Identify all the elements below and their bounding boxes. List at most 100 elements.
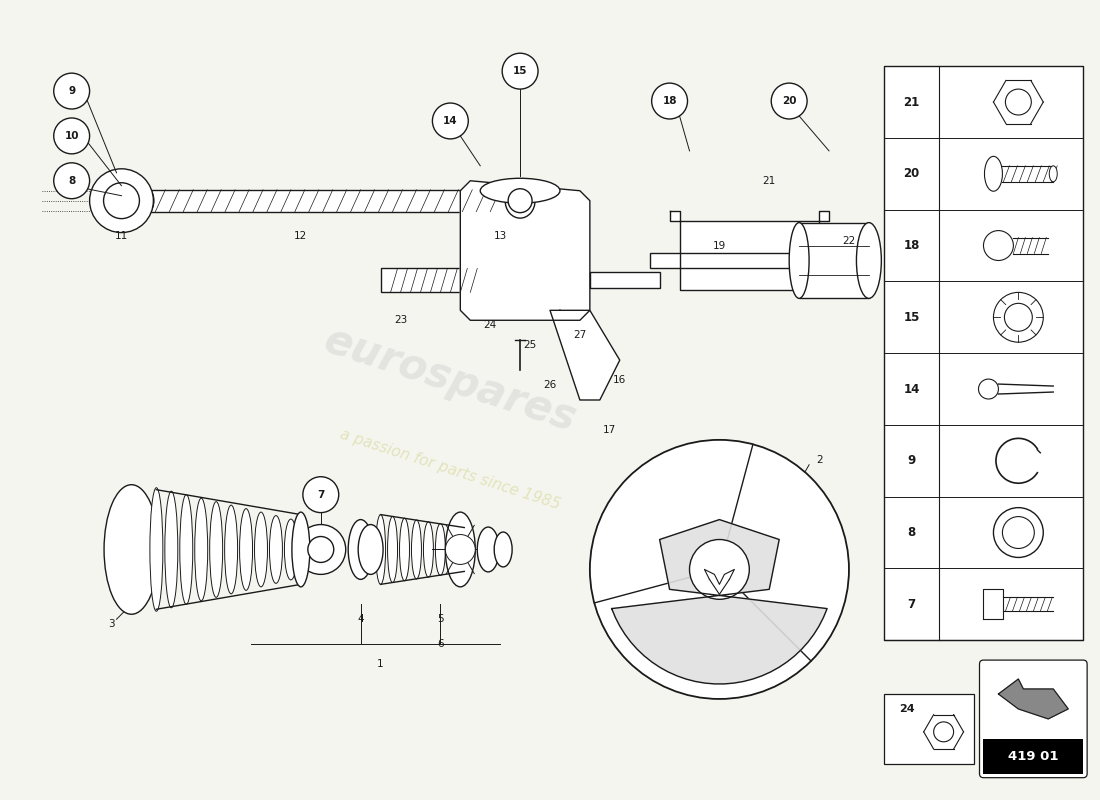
Ellipse shape: [179, 494, 192, 604]
Text: 15: 15: [513, 66, 527, 76]
Circle shape: [296, 525, 345, 574]
Text: 5: 5: [437, 614, 443, 624]
Text: 27: 27: [573, 330, 586, 340]
Bar: [650, 253, 829, 269]
Text: 8: 8: [908, 526, 916, 539]
Circle shape: [54, 73, 89, 109]
Circle shape: [508, 189, 532, 213]
Text: 13: 13: [494, 230, 507, 241]
Circle shape: [1004, 303, 1032, 331]
Ellipse shape: [505, 183, 535, 218]
Text: 10: 10: [65, 131, 79, 141]
Text: 4: 4: [358, 614, 364, 624]
Ellipse shape: [119, 182, 154, 220]
Text: 14: 14: [443, 116, 458, 126]
Text: 24: 24: [484, 320, 497, 330]
Ellipse shape: [481, 178, 560, 203]
Bar: [883, 694, 974, 764]
Ellipse shape: [387, 516, 397, 582]
Circle shape: [1005, 89, 1032, 115]
Ellipse shape: [292, 512, 310, 587]
Text: 8: 8: [68, 176, 75, 186]
Circle shape: [771, 83, 807, 119]
Ellipse shape: [270, 515, 283, 583]
Text: 3: 3: [108, 619, 114, 630]
Text: 7: 7: [317, 490, 324, 500]
Ellipse shape: [359, 525, 383, 574]
Ellipse shape: [195, 498, 208, 601]
Circle shape: [103, 182, 140, 218]
Ellipse shape: [150, 488, 163, 611]
Text: 23: 23: [394, 315, 407, 326]
Ellipse shape: [446, 512, 475, 587]
Circle shape: [651, 83, 688, 119]
Text: eurospares: eurospares: [319, 319, 582, 441]
Polygon shape: [999, 679, 1068, 719]
Ellipse shape: [477, 527, 499, 572]
Text: 19: 19: [713, 241, 726, 250]
Text: 21: 21: [762, 176, 776, 186]
Text: 16: 16: [613, 375, 626, 385]
Text: 2: 2: [816, 454, 823, 465]
Text: 15: 15: [903, 310, 920, 324]
Text: 9: 9: [908, 454, 916, 467]
Bar: [381, 269, 500, 292]
Text: 21: 21: [903, 95, 920, 109]
Text: 20: 20: [782, 96, 796, 106]
Ellipse shape: [104, 485, 158, 614]
Text: 14: 14: [903, 382, 920, 395]
Circle shape: [503, 54, 538, 89]
Text: 7: 7: [908, 598, 916, 610]
Ellipse shape: [224, 505, 238, 594]
Circle shape: [1002, 517, 1034, 549]
Text: 419 01: 419 01: [1008, 750, 1058, 762]
Polygon shape: [612, 519, 827, 684]
Text: 22: 22: [843, 235, 856, 246]
Circle shape: [54, 118, 89, 154]
Circle shape: [54, 163, 89, 198]
Ellipse shape: [165, 491, 178, 608]
Circle shape: [432, 103, 469, 139]
Bar: [883, 66, 1084, 640]
Polygon shape: [550, 310, 619, 400]
Text: 18: 18: [662, 96, 676, 106]
Text: 18: 18: [903, 239, 920, 252]
Ellipse shape: [424, 522, 433, 577]
Circle shape: [993, 292, 1043, 342]
Text: 26: 26: [543, 380, 557, 390]
Text: 25: 25: [524, 340, 537, 350]
Text: 12: 12: [294, 230, 308, 241]
Text: 24: 24: [899, 704, 914, 714]
Ellipse shape: [411, 520, 421, 579]
Polygon shape: [670, 210, 829, 290]
Circle shape: [89, 169, 153, 233]
Bar: [590, 273, 660, 288]
Ellipse shape: [448, 526, 458, 574]
Circle shape: [983, 230, 1013, 261]
Circle shape: [302, 477, 339, 513]
Ellipse shape: [349, 519, 373, 579]
Circle shape: [690, 539, 749, 599]
Circle shape: [934, 722, 954, 742]
Circle shape: [590, 440, 849, 699]
FancyBboxPatch shape: [979, 660, 1087, 778]
Text: 9: 9: [68, 86, 75, 96]
Ellipse shape: [210, 502, 222, 598]
Text: a passion for parts since 1985: a passion for parts since 1985: [338, 427, 562, 513]
Bar: [121, 190, 520, 212]
Ellipse shape: [254, 512, 267, 587]
Ellipse shape: [789, 222, 810, 298]
Text: 20: 20: [903, 167, 920, 180]
Ellipse shape: [375, 514, 386, 584]
Ellipse shape: [399, 518, 409, 581]
Bar: [799, 222, 869, 298]
Circle shape: [993, 508, 1043, 558]
Ellipse shape: [240, 509, 253, 590]
Ellipse shape: [857, 222, 881, 298]
Text: 1: 1: [377, 659, 384, 669]
Ellipse shape: [285, 519, 297, 580]
Bar: [983, 739, 1084, 774]
Polygon shape: [983, 590, 1003, 619]
Ellipse shape: [984, 156, 1002, 191]
Circle shape: [446, 534, 475, 565]
